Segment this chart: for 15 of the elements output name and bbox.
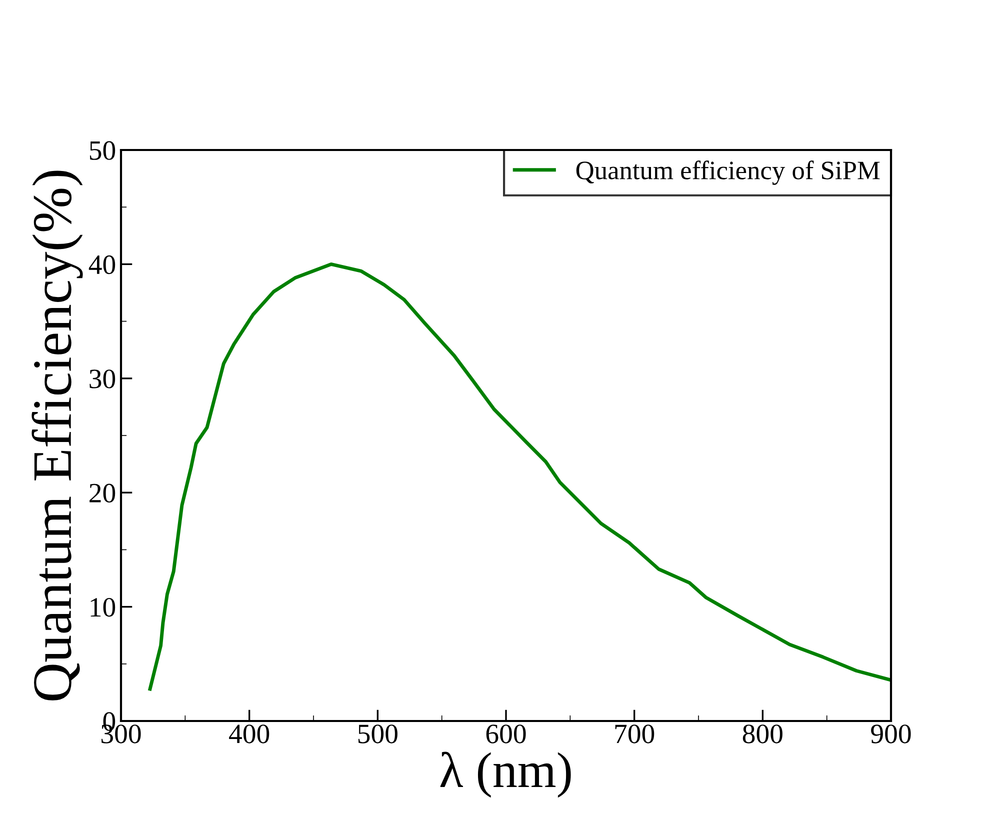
x-axis-title: λ (nm) [440,752,571,798]
y-tick-label: 30 [90,370,116,388]
x-tick-label: 900 [871,724,911,744]
x-tick-label: 700 [615,724,654,744]
x-tick-label: 600 [486,724,526,744]
x-tick-label: 500 [358,724,398,744]
y-axis-title: Quantum Efficiency(%) [32,170,83,700]
y-tick-label: 10 [90,598,116,617]
y-tick-label: 40 [88,255,116,274]
y-tick-label: 20 [90,484,116,503]
legend-label: Quantum efficiency of SiPM [576,160,880,185]
line-series [148,262,891,691]
x-tick-label: 800 [742,724,782,744]
y-tick-label: 50 [90,141,116,160]
x-tick-label: 400 [229,724,270,744]
